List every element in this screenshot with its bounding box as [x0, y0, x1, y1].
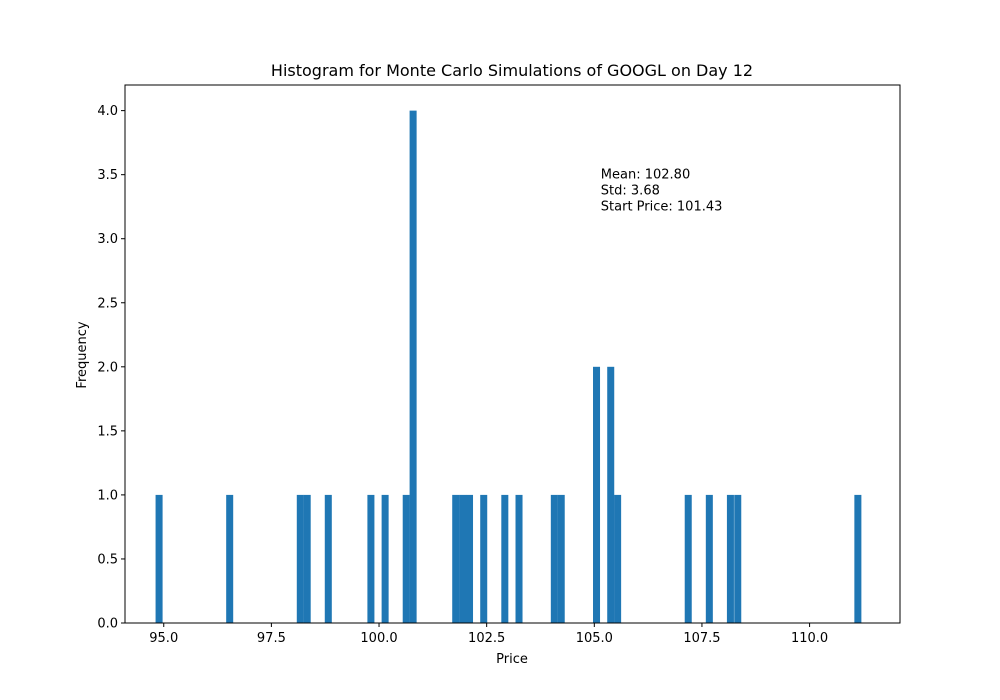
- annotation-mean: Mean: 102.80: [601, 168, 690, 183]
- histogram-bar: [515, 494, 523, 623]
- chart-title: Histogram for Monte Carlo Simulations of…: [271, 61, 753, 80]
- x-tick-label: 110.0: [791, 631, 828, 646]
- histogram-bar: [607, 366, 615, 623]
- x-axis-ticks: 95.0 97.5 100.0 102.5 105.0 107.5 110.0: [149, 623, 828, 646]
- histogram-bar: [550, 494, 558, 623]
- histogram-bar: [501, 494, 509, 623]
- histogram-bar: [614, 494, 622, 623]
- y-axis-ticks: 0.0 0.5 1.0 1.5 2.0 2.5 3.0 3.5 4.0: [97, 104, 125, 632]
- histogram-bar: [367, 494, 375, 623]
- y-tick-label: 0.0: [97, 617, 118, 632]
- histogram-bar: [466, 494, 474, 623]
- x-tick-label: 102.5: [468, 631, 505, 646]
- annotation-start-price: Start Price: 101.43: [601, 200, 723, 215]
- histogram-bar: [303, 494, 311, 623]
- x-tick-label: 95.0: [149, 631, 178, 646]
- y-tick-label: 3.5: [97, 168, 118, 183]
- y-tick-label: 0.5: [97, 552, 118, 567]
- y-tick-label: 4.0: [97, 104, 118, 119]
- y-tick-label: 2.5: [97, 296, 118, 311]
- histogram-bar: [726, 494, 734, 623]
- histogram-bar: [854, 494, 862, 623]
- x-tick-label: 97.5: [257, 631, 286, 646]
- y-tick-label: 3.0: [97, 232, 118, 247]
- histogram-bar: [593, 366, 601, 623]
- y-tick-label: 1.5: [97, 424, 118, 439]
- histogram-bar: [226, 494, 234, 623]
- histogram-bar: [324, 494, 332, 623]
- y-tick-label: 1.0: [97, 488, 118, 503]
- histogram-bar: [734, 494, 742, 623]
- x-tick-label: 100.0: [360, 631, 397, 646]
- histogram-bar: [381, 494, 389, 623]
- histogram-bar: [684, 494, 692, 623]
- histogram-bars: [155, 110, 862, 624]
- annotation-std: Std: 3.68: [601, 184, 660, 199]
- histogram-bar: [296, 494, 304, 623]
- y-tick-label: 2.0: [97, 360, 118, 375]
- histogram-bar: [402, 494, 410, 623]
- histogram-bar: [452, 494, 460, 623]
- histogram-bar: [557, 494, 565, 623]
- y-axis-label: Frequency: [75, 321, 90, 388]
- histogram-bar: [155, 494, 163, 623]
- x-tick-label: 107.5: [683, 631, 720, 646]
- x-tick-label: 105.0: [576, 631, 613, 646]
- histogram-bar: [705, 494, 713, 623]
- stats-annotation: Mean: 102.80 Std: 3.68 Start Price: 101.…: [601, 168, 723, 215]
- plot-area-frame: [124, 84, 901, 624]
- histogram-bar: [480, 494, 488, 623]
- x-axis-label: Price: [496, 652, 528, 667]
- histogram-bar: [459, 494, 467, 623]
- histogram-bar: [409, 110, 417, 624]
